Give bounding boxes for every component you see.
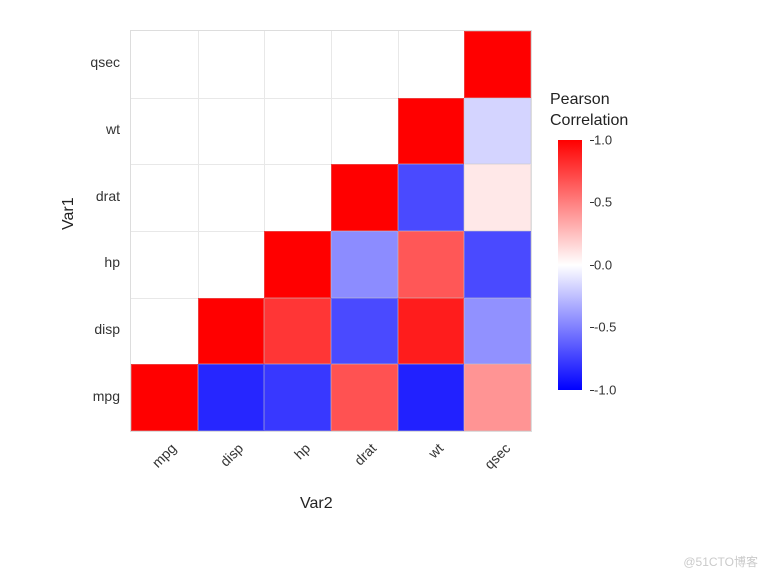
legend-tick-label: -0.5 [594,320,616,335]
colorbar: 1.00.50.0-0.5-1.0 [558,140,582,390]
heatmap-cell [264,364,331,431]
x-axis-title: Var2 [300,495,333,513]
heatmap-cell [398,98,465,165]
heatmap-cell [464,231,531,298]
heatmap-cell [198,364,265,431]
x-tick-label: wt [393,440,447,494]
heatmap-plot [130,30,532,432]
heatmap-cell [331,164,398,231]
heatmap-cell [464,98,531,165]
heatmap-cell [198,298,265,365]
heatmap-cell [264,231,331,298]
heatmap-cell [331,231,398,298]
x-tick-label: qsec [459,440,513,494]
heatmap-cell [264,298,331,365]
heatmap-cell [398,298,465,365]
heatmap-cell [131,364,198,431]
watermark-text: @51CTO博客 [683,553,758,570]
legend-tick-label: 1.0 [594,132,612,147]
heatmap-cell [464,164,531,231]
y-tick-label: hp [60,254,120,270]
heatmap-cell [464,31,531,98]
legend-title: PearsonCorrelation [550,90,730,132]
chart-container: mpgdisphpdratwtqsec mpgdisphpdratwtqsec … [40,30,740,550]
heatmap-cell [464,364,531,431]
legend-tick-label: -1.0 [594,382,616,397]
y-axis-title: Var1 [60,197,78,230]
x-tick-label: disp [193,440,247,494]
x-tick-label: drat [326,440,380,494]
x-tick-label: hp [259,440,313,494]
legend: PearsonCorrelation 1.00.50.0-0.5-1.0 [550,90,730,390]
y-tick-label: qsec [60,54,120,70]
heatmap-cell [398,164,465,231]
heatmap-cell [398,231,465,298]
heatmap-cell [464,298,531,365]
legend-tick-label: 0.5 [594,195,612,210]
y-tick-label: mpg [60,388,120,404]
heatmap-cell [331,298,398,365]
y-tick-label: disp [60,321,120,337]
legend-tick-label: 0.0 [594,257,612,272]
x-tick-label: mpg [126,440,180,494]
heatmap-cell [398,364,465,431]
y-tick-label: wt [60,121,120,137]
heatmap-cell [331,364,398,431]
